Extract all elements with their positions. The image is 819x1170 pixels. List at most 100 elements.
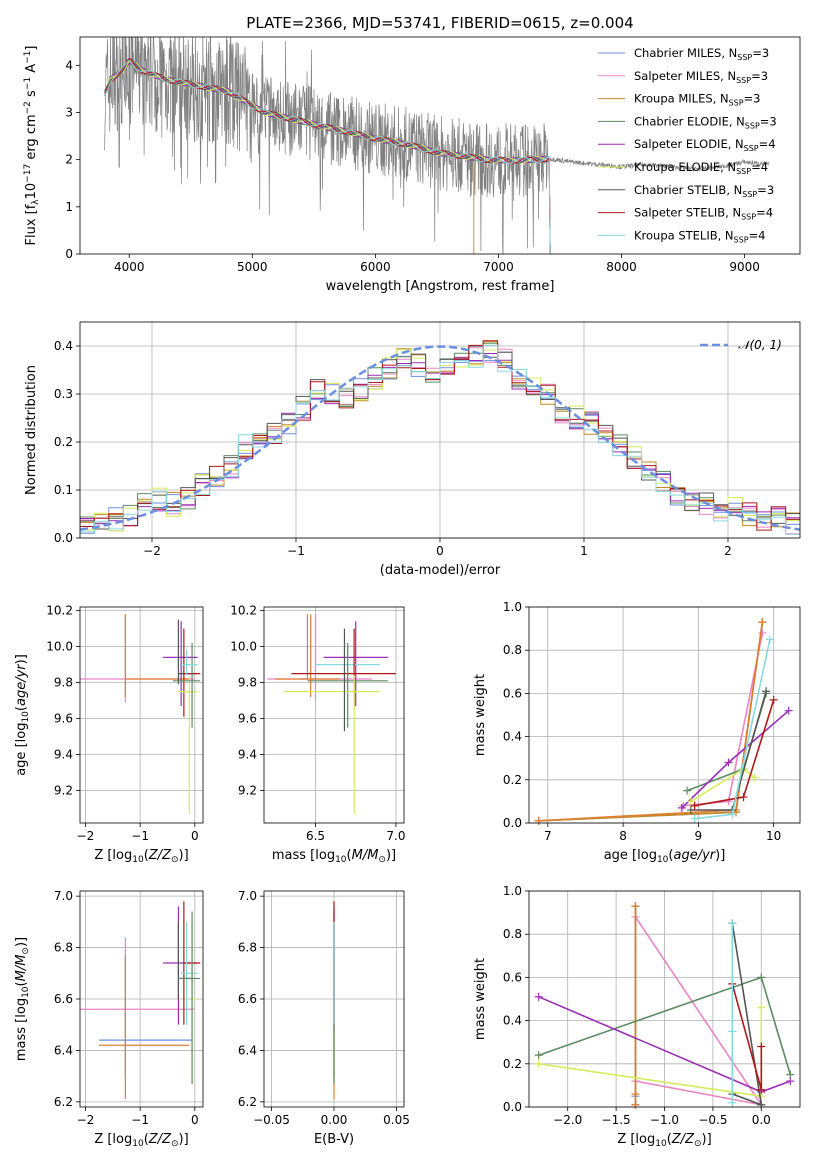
axes-frame xyxy=(79,890,204,1108)
y-tick-label: 9.6 xyxy=(238,712,257,726)
y-tick-label: 0 xyxy=(65,247,73,261)
x-tick-label: 2 xyxy=(724,544,732,558)
x-axis-label: Z [log10(Z/Z⊙)] xyxy=(94,1132,188,1149)
y-tick-label: 0.4 xyxy=(54,339,73,353)
mass-weight-marker xyxy=(724,758,733,767)
mass-weight-marker xyxy=(762,687,771,696)
y-axis-label: mass [log10(M/M⊙)] xyxy=(14,937,31,1061)
gaussian-legend-label: 𝒩(0, 1) xyxy=(738,338,782,352)
x-tick-label: 4000 xyxy=(114,260,145,274)
y-tick-label: 10.2 xyxy=(46,604,73,618)
residuals-panel: −2 −1 0 1 2 0.0 0.1 0.2 0.3 0.4 (data-model)/error… xyxy=(24,321,801,578)
figure-title: PLATE=2366, MJD=53741, FIBERID=0615, z=0… xyxy=(246,14,633,32)
weight-vs-Z-panel: −2.0 −1.5 −1.0 −0.5 0.0 0.0 0.2 0.4 0.6 0.8 1.0 Z [… xyxy=(473,884,801,1149)
mass-weight-line xyxy=(634,916,764,1106)
x-tick-label: −1.5 xyxy=(602,1113,631,1127)
x-tick-label: 7 xyxy=(544,829,552,843)
x-tick-label: −1.0 xyxy=(650,1113,679,1127)
y-tick-label: 9.8 xyxy=(238,676,257,690)
y-tick-label: 9.8 xyxy=(54,676,73,690)
legend-entry: Chabrier MILES, NSSP=3 xyxy=(634,46,769,62)
legend-suffix: =3 xyxy=(744,92,761,106)
legend-suffix: =3 xyxy=(760,114,777,128)
x-tick-label: −2 xyxy=(143,544,161,558)
x-axis-label: age [log10(age/yr)] xyxy=(604,848,726,865)
y-tick-label: 3 xyxy=(65,105,73,119)
y-tick-label: 0.2 xyxy=(503,1057,522,1071)
legend-suffix: =3 xyxy=(752,46,769,60)
y-tick-label: 6.2 xyxy=(238,1095,257,1109)
x-axis-label: wavelength [Angstrom, rest frame] xyxy=(326,279,555,294)
x-axis-label: E(B-V) xyxy=(314,1132,354,1147)
mass-weight-marker xyxy=(765,635,774,644)
weight-vs-age-panel: 7 8 9 10 0.0 0.2 0.4 0.6 0.8 1.0 age [log10(age/yr… xyxy=(473,600,801,865)
legend-entry: Salpeter MILES, NSSP=3 xyxy=(634,69,768,85)
x-axis-label: Z [log10(Z/Z⊙)] xyxy=(617,1132,711,1149)
x-tick-label: 9 xyxy=(695,829,703,843)
residual-histogram xyxy=(80,344,800,538)
age-vs-mass-panel: 6.5 7.0 9.2 9.4 9.6 9.8 10.0 10.2 mass [log10(M/… xyxy=(230,604,405,865)
x-tick-label: 1 xyxy=(580,544,588,558)
mass-weight-marker xyxy=(690,814,699,823)
legend-subscript: SSP xyxy=(729,99,744,108)
mass-weight-marker xyxy=(757,1003,766,1012)
spectrum-panel: 4000 5000 6000 7000 8000 9000 0 1 2 3 4 wavelength … xyxy=(23,36,801,294)
y-tick-label: 6.6 xyxy=(54,992,73,1006)
mass-weight-marker xyxy=(534,1051,543,1060)
x-tick-label: −0.5 xyxy=(698,1113,727,1127)
legend-entry: Chabrier STELIB, NSSP=3 xyxy=(634,183,774,199)
y-tick-label: 9.2 xyxy=(54,784,73,798)
legend-entry: Kroupa MILES, NSSP=3 xyxy=(634,92,760,108)
y-tick-label: 10.2 xyxy=(230,604,257,618)
mass-weight-marker xyxy=(757,1085,766,1094)
x-tick-label: 7.0 xyxy=(386,829,405,843)
y-tick-label: 1 xyxy=(65,200,73,214)
mass-weight-line xyxy=(681,710,790,809)
mass-weight-marker xyxy=(631,1090,640,1099)
legend-suffix: =3 xyxy=(757,183,774,197)
age-vs-Z-panel: −2 −1 0 9.2 9.4 9.6 9.8 10.0 10.2 Z [log10(Z/Z⊙)]… xyxy=(14,604,204,865)
legend-subscript: SSP xyxy=(745,121,760,130)
x-tick-label: 0 xyxy=(436,544,444,558)
mass-weight-line xyxy=(538,621,764,822)
y-tick-label: 0.6 xyxy=(503,970,522,984)
y-axis-label: mass weight xyxy=(473,958,488,1040)
y-tick-label: 0.3 xyxy=(54,387,73,401)
model-spectrum-line xyxy=(104,57,551,254)
legend-suffix: =4 xyxy=(756,206,773,220)
x-tick-label: −1 xyxy=(287,544,305,558)
y-tick-label: 6.8 xyxy=(238,941,257,955)
y-tick-label: 0.8 xyxy=(503,927,522,941)
y-tick-label: 0.1 xyxy=(54,483,73,497)
legend-suffix: =3 xyxy=(751,69,768,83)
x-tick-label: 0 xyxy=(191,829,199,843)
legend-subscript: SSP xyxy=(736,76,751,85)
x-tick-label: 10 xyxy=(766,829,781,843)
mass-weight-marker xyxy=(757,973,766,982)
x-tick-label: 9000 xyxy=(729,260,760,274)
x-tick-label: −0.05 xyxy=(253,1113,290,1127)
y-tick-label: 6.8 xyxy=(54,941,73,955)
y-tick-label: 9.6 xyxy=(54,712,73,726)
y-tick-label: 0.0 xyxy=(503,816,522,830)
axes-frame xyxy=(528,606,801,824)
mass-weight-marker xyxy=(769,695,778,704)
axes-frame xyxy=(263,606,405,824)
x-tick-label: −1 xyxy=(131,1113,149,1127)
y-tick-label: 7.0 xyxy=(238,889,257,903)
x-tick-label: 6.5 xyxy=(306,829,325,843)
panels: 4000 5000 6000 7000 8000 900001234wavelength … xyxy=(14,36,801,1149)
x-tick-label: 8 xyxy=(619,829,627,843)
mass-weight-line xyxy=(538,621,764,822)
mass-weight-marker xyxy=(757,1100,766,1109)
legend-entry: Salpeter STELIB, NSSP=4 xyxy=(634,206,773,222)
mass-vs-Z-panel: −2 −1 0 6.2 6.4 6.6 6.8 7.0 Z [log10(Z/Z⊙)] mass … xyxy=(14,889,204,1149)
mass-weight-marker xyxy=(728,810,737,819)
x-tick-label: 5000 xyxy=(237,260,268,274)
model-spectrum-line xyxy=(104,60,551,254)
legend-entry: Salpeter ELODIE, NSSP=4 xyxy=(634,137,776,153)
x-tick-label: −2 xyxy=(77,829,95,843)
x-axis-label: Z [log10(Z/Z⊙)] xyxy=(94,848,188,865)
mass-weight-marker xyxy=(739,793,748,802)
